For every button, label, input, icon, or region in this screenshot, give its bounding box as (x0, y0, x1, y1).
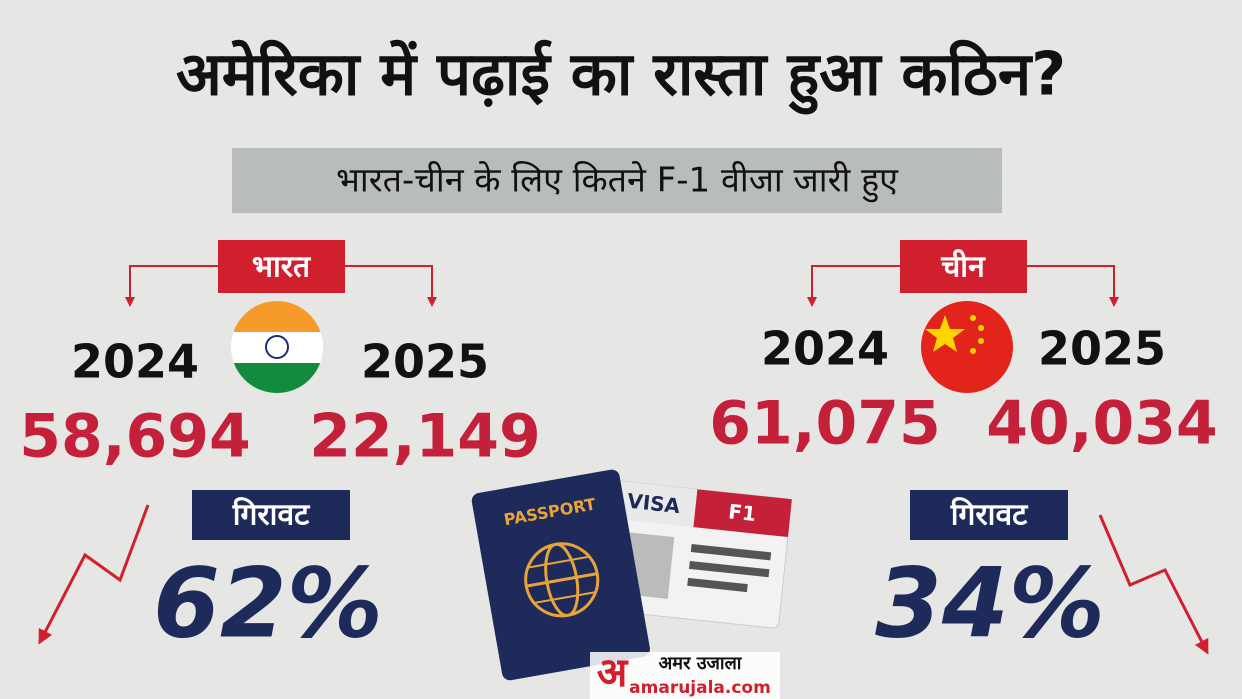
visa-count: 58,694 (19, 402, 251, 472)
logo-site: amarujala.com (629, 678, 771, 698)
logo-mark: अ (597, 650, 629, 696)
year: 2024 (71, 335, 199, 389)
china-panel: चीन 2024 2025 61,075 40,034 गिरावट 34% (709, 240, 1218, 659)
down-arrow (38, 504, 150, 645)
subtitle-box (232, 148, 1002, 213)
country-label: चीन (940, 249, 986, 285)
country-label: भारत (252, 250, 312, 285)
down-arrow (1098, 514, 1209, 655)
decline-value: 34% (875, 547, 1105, 659)
year: 2025 (1038, 322, 1166, 376)
decline-box (192, 490, 350, 540)
decline-value: 62% (153, 547, 383, 659)
visa-count: 22,149 (309, 402, 541, 472)
decline-box (910, 490, 1068, 540)
subtitle: भारत-चीन के लिए कितने F-1 वीजा जारी हुए (336, 161, 899, 203)
decline-label: गिरावट (232, 497, 311, 533)
passport: PASSPORT (471, 469, 650, 681)
logo: अ अमर उजाला amarujala.com (590, 650, 780, 699)
logo-name: अमर उजाला (659, 653, 743, 674)
china-flag (921, 301, 1013, 393)
bracket (807, 265, 900, 307)
visa-type: F1 (727, 499, 757, 526)
year: 2024 (761, 322, 889, 376)
visa-count: 61,075 (709, 389, 941, 459)
visa-text: VISA (626, 489, 682, 518)
country-box (900, 240, 1027, 293)
bracket (1027, 265, 1119, 307)
year: 2025 (361, 335, 489, 389)
india-panel: भारत 2024 2025 58,694 22,149 गिरावट 62% (19, 240, 541, 659)
country-box (218, 240, 345, 293)
visa-card: VISA F1 (594, 479, 792, 629)
visa-count: 40,034 (986, 389, 1218, 459)
title: अमेरिका में पढ़ाई का रास्ता हुआ कठिन? (176, 40, 1066, 115)
decline-label: गिरावट (950, 497, 1029, 533)
